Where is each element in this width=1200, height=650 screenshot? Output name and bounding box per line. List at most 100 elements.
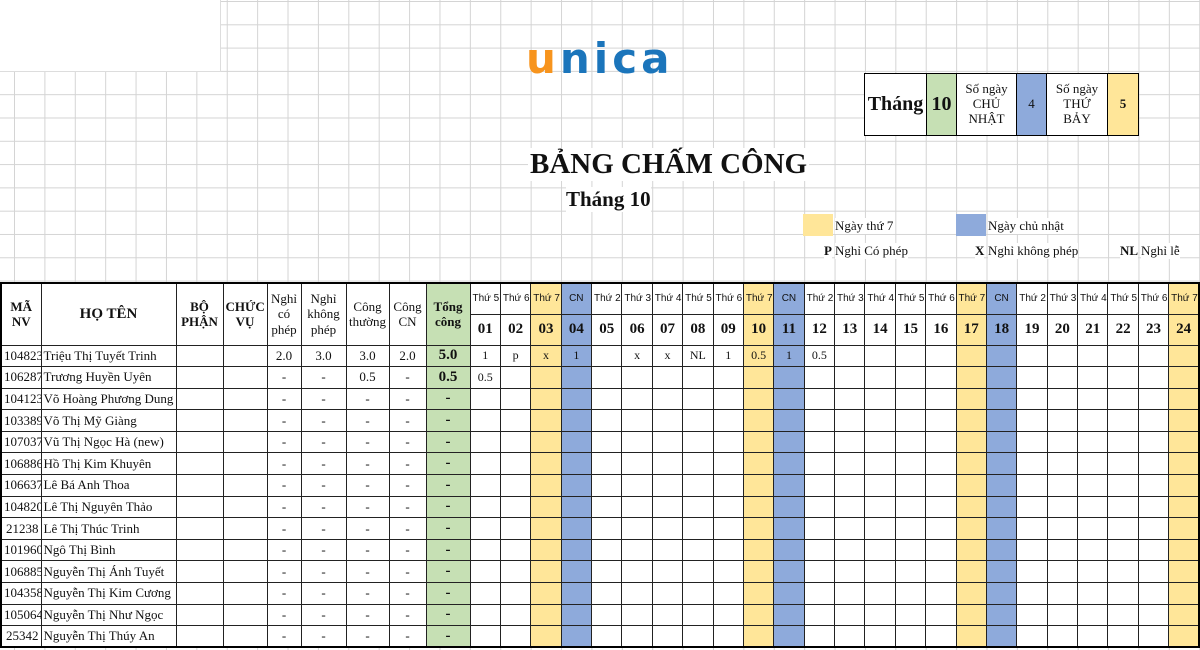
day-cell[interactable] xyxy=(1137,517,1170,540)
day-cell[interactable] xyxy=(894,560,927,584)
day-cell[interactable] xyxy=(651,582,684,605)
day-cell[interactable] xyxy=(1168,495,1200,519)
day-cell[interactable] xyxy=(499,538,532,562)
employee-position[interactable] xyxy=(222,474,268,497)
total-cell[interactable]: - xyxy=(425,409,471,432)
day-cell[interactable] xyxy=(1046,409,1079,432)
total-cell[interactable]: - xyxy=(425,517,471,540)
employee-dept[interactable] xyxy=(175,560,224,584)
day-cell[interactable] xyxy=(621,474,653,497)
paid-leave-cell[interactable]: - xyxy=(266,517,302,540)
total-cell[interactable]: 5.0 xyxy=(425,344,471,368)
day-cell[interactable] xyxy=(682,430,714,454)
day-cell[interactable] xyxy=(894,474,927,497)
day-cell[interactable] xyxy=(864,387,896,411)
day-cell[interactable] xyxy=(560,409,593,432)
employee-position[interactable] xyxy=(222,366,268,389)
day-cell[interactable] xyxy=(864,625,896,648)
paid-leave-cell[interactable]: - xyxy=(266,625,302,648)
regular-cell[interactable]: - xyxy=(345,582,390,605)
day-cell[interactable] xyxy=(590,387,623,411)
day-cell[interactable] xyxy=(925,538,957,562)
total-cell[interactable]: - xyxy=(425,387,471,411)
day-cell[interactable] xyxy=(590,366,623,389)
regular-cell[interactable]: - xyxy=(345,430,390,454)
day-cell[interactable] xyxy=(985,582,1018,605)
day-cell[interactable] xyxy=(1076,387,1109,411)
day-cell[interactable] xyxy=(894,409,927,432)
total-cell[interactable]: - xyxy=(425,495,471,519)
paid-leave-cell[interactable]: - xyxy=(266,409,302,432)
day-cell[interactable] xyxy=(1076,625,1109,648)
day-cell[interactable] xyxy=(864,560,896,584)
total-cell[interactable]: - xyxy=(425,603,471,627)
paid-leave-cell[interactable]: - xyxy=(266,474,302,497)
day-cell[interactable] xyxy=(985,560,1018,584)
day-cell[interactable] xyxy=(1107,625,1139,648)
day-cell[interactable] xyxy=(955,538,987,562)
day-cell[interactable] xyxy=(682,366,714,389)
day-cell[interactable] xyxy=(712,430,744,454)
employee-position[interactable] xyxy=(222,344,268,368)
day-cell[interactable]: 1 xyxy=(712,344,744,368)
paid-leave-cell[interactable]: - xyxy=(266,452,302,476)
employee-id[interactable]: 101960 xyxy=(0,538,42,562)
day-cell[interactable] xyxy=(803,387,836,411)
day-cell[interactable] xyxy=(1168,344,1200,368)
day-cell[interactable] xyxy=(833,560,866,584)
employee-id[interactable]: 21238 xyxy=(0,517,42,540)
employee-position[interactable] xyxy=(222,452,268,476)
unpaid-leave-cell[interactable]: - xyxy=(300,474,347,497)
employee-name[interactable]: Lê Thị Nguyên Thảo xyxy=(40,495,177,519)
sunday-work-cell[interactable]: - xyxy=(388,625,427,648)
day-cell[interactable] xyxy=(469,517,501,540)
day-cell[interactable] xyxy=(1016,495,1048,519)
day-cell[interactable]: x xyxy=(530,344,562,368)
day-cell[interactable] xyxy=(682,495,714,519)
day-cell[interactable] xyxy=(773,387,805,411)
unpaid-leave-cell[interactable]: - xyxy=(300,430,347,454)
day-cell[interactable] xyxy=(1016,538,1048,562)
sunday-work-cell[interactable]: - xyxy=(388,452,427,476)
regular-cell[interactable]: - xyxy=(345,560,390,584)
day-cell[interactable] xyxy=(651,366,684,389)
day-cell[interactable] xyxy=(803,430,836,454)
employee-position[interactable] xyxy=(222,387,268,411)
employee-dept[interactable] xyxy=(175,430,224,454)
sunday-work-cell[interactable]: - xyxy=(388,474,427,497)
day-cell[interactable] xyxy=(925,517,957,540)
day-cell[interactable] xyxy=(1137,366,1170,389)
day-cell[interactable] xyxy=(864,603,896,627)
day-cell[interactable] xyxy=(499,625,532,648)
day-cell[interactable] xyxy=(1046,517,1079,540)
day-cell[interactable] xyxy=(803,538,836,562)
day-cell[interactable] xyxy=(955,603,987,627)
unpaid-leave-cell[interactable]: 3.0 xyxy=(300,344,347,368)
day-cell[interactable] xyxy=(833,582,866,605)
day-cell[interactable] xyxy=(742,366,775,389)
day-cell[interactable] xyxy=(560,387,593,411)
day-cell[interactable] xyxy=(499,517,532,540)
day-cell[interactable] xyxy=(530,387,562,411)
day-cell[interactable] xyxy=(621,366,653,389)
day-cell[interactable] xyxy=(621,452,653,476)
day-cell[interactable] xyxy=(1107,366,1139,389)
day-cell[interactable] xyxy=(530,495,562,519)
day-cell[interactable]: 1 xyxy=(560,344,593,368)
day-cell[interactable] xyxy=(469,625,501,648)
day-cell[interactable] xyxy=(833,409,866,432)
day-cell[interactable] xyxy=(590,538,623,562)
sunday-work-cell[interactable]: 2.0 xyxy=(388,344,427,368)
day-cell[interactable] xyxy=(530,538,562,562)
day-cell[interactable] xyxy=(1168,582,1200,605)
day-cell[interactable] xyxy=(803,560,836,584)
day-cell[interactable] xyxy=(742,560,775,584)
employee-position[interactable] xyxy=(222,430,268,454)
day-cell[interactable] xyxy=(1046,582,1079,605)
day-cell[interactable] xyxy=(1107,495,1139,519)
day-cell[interactable] xyxy=(833,452,866,476)
day-cell[interactable] xyxy=(864,474,896,497)
day-cell[interactable] xyxy=(1076,517,1109,540)
day-cell[interactable] xyxy=(1016,344,1048,368)
paid-leave-cell[interactable]: - xyxy=(266,495,302,519)
